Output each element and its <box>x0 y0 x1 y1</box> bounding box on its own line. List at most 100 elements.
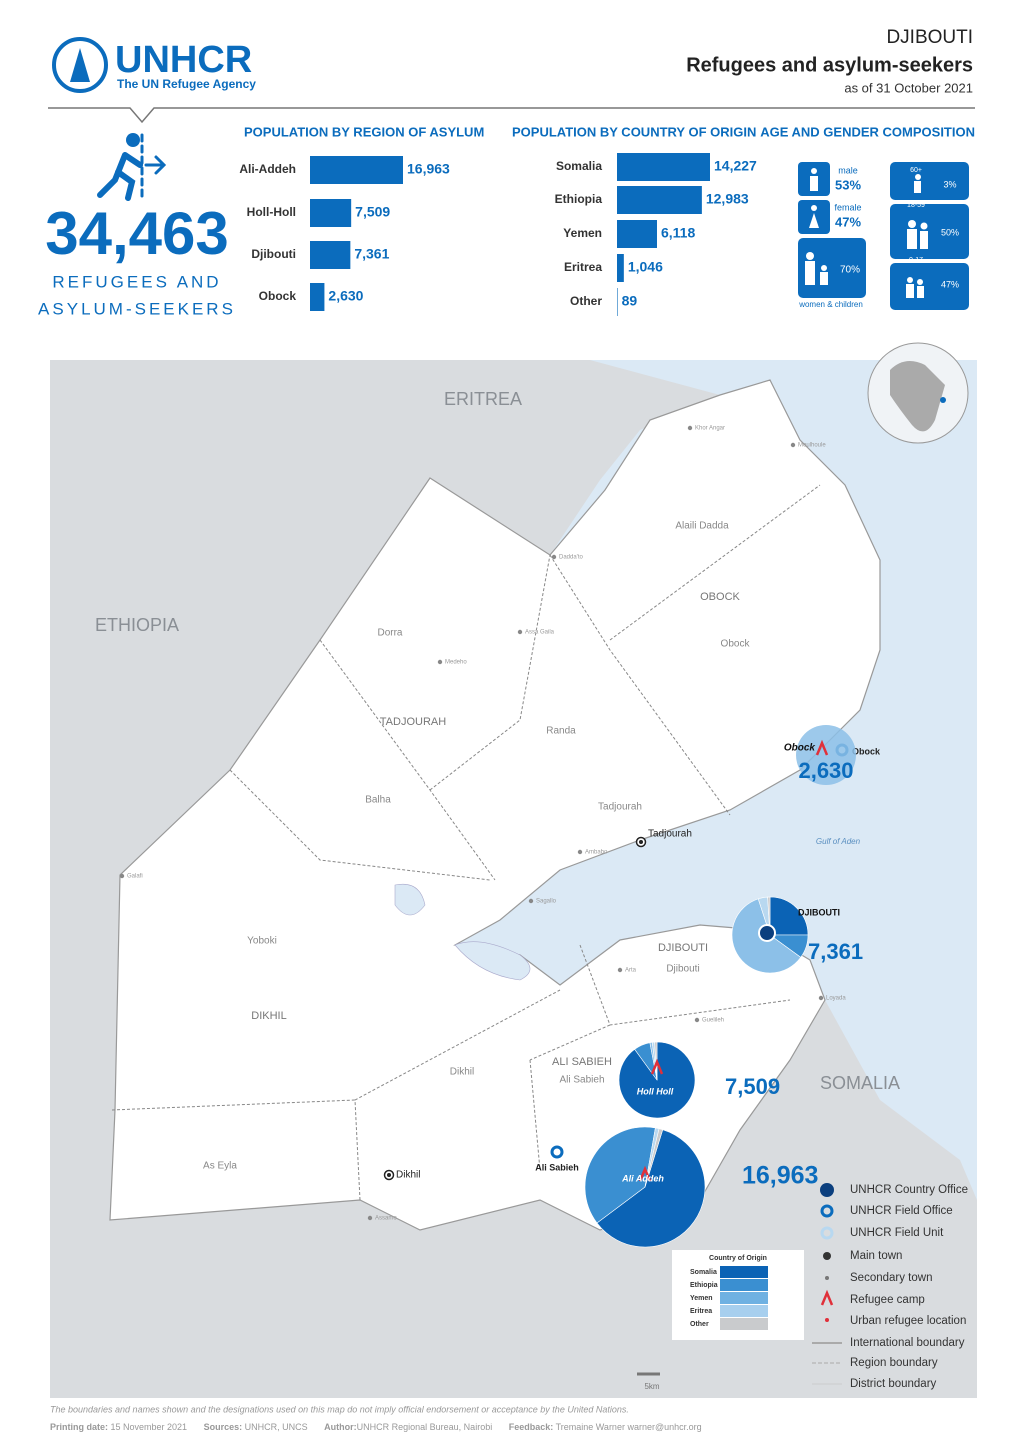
district-label: As Eyla <box>203 1161 237 1172</box>
value-label: 16,963 <box>407 161 450 177</box>
country-label: SOMALIA <box>820 1073 900 1093</box>
region-label: OBOCK <box>700 591 740 603</box>
field-office-label: Obock <box>852 746 881 756</box>
camp-total: 16,963 <box>742 1162 818 1190</box>
region-label: TADJOURAH <box>380 716 446 728</box>
district-label: Balha <box>365 795 391 806</box>
region-label: DJIBOUTI <box>658 942 708 954</box>
chart-title: POPULATION BY REGION OF ASYLUM <box>244 124 484 139</box>
value-label: 6,118 <box>661 225 695 241</box>
town-dot <box>517 629 523 635</box>
footer-label: Feedback: <box>509 1422 554 1432</box>
camp-icon <box>815 739 829 756</box>
bar <box>617 288 618 316</box>
legend-symbols <box>637 1183 842 1385</box>
age-group-value: 3% <box>943 179 956 189</box>
water-label: Gulf of Aden <box>816 837 861 846</box>
camp-icon <box>650 1058 664 1075</box>
age-group-value: 47% <box>941 279 959 289</box>
category-label: Yemen <box>563 226 602 240</box>
district-label: Ali Sabieh <box>559 1075 604 1086</box>
town-dot <box>119 873 125 879</box>
origin-legend-swatch <box>720 1305 768 1317</box>
field-office <box>550 1145 564 1159</box>
town-dot <box>577 849 583 855</box>
camp-label: Ali Addeh <box>621 1173 664 1183</box>
main-town-label: Tadjourah <box>648 829 692 840</box>
main-town-dot <box>639 840 643 844</box>
origin-legend-swatch <box>720 1279 768 1291</box>
female-value: 47% <box>835 214 861 229</box>
legend-label: District boundary <box>850 1378 937 1390</box>
origin-legend-label: Eritrea <box>690 1308 712 1315</box>
date: as of 31 October 2021 <box>844 80 973 95</box>
town-dot <box>617 967 623 973</box>
value-label: 89 <box>622 293 638 309</box>
female-label: female <box>834 202 861 212</box>
town-label: Assa Gaila <box>525 630 555 636</box>
disclaimer: The boundaries and names shown and the d… <box>50 1404 629 1414</box>
legend-label: Urban refugee location <box>850 1315 966 1327</box>
origin-legend-label: Ethiopia <box>690 1282 718 1289</box>
logo-emblem <box>52 37 108 93</box>
total-label: ASYLUM-SEEKERS <box>38 299 236 318</box>
country-label: ETHIOPIA <box>95 615 179 635</box>
total-value: 34,463 <box>45 200 229 267</box>
category-label: Other <box>570 294 602 308</box>
town-dot <box>694 1017 700 1023</box>
town-dot <box>437 659 443 665</box>
pie-slice <box>644 1128 664 1188</box>
district-label: Dorra <box>377 628 402 639</box>
globe-marker <box>940 397 946 403</box>
legend-label: UNHCR Field Unit <box>850 1227 944 1239</box>
footer-value: 15 November 2021 <box>111 1422 188 1432</box>
legend-label: UNHCR Country Office <box>850 1184 968 1196</box>
origin-legend-title: Country of Origin <box>709 1255 767 1262</box>
legend-label: Refugee camp <box>850 1294 925 1306</box>
camp-label: Obock <box>784 743 816 754</box>
origin-legend-label: Other <box>690 1321 709 1328</box>
main-town-dot <box>387 1173 391 1177</box>
origin-legend-swatch <box>720 1318 768 1330</box>
town-label: Khor Angar <box>695 426 725 432</box>
origin-legend-swatch <box>720 1292 768 1304</box>
logo-text: UNHCR <box>115 39 252 81</box>
bar <box>617 254 624 282</box>
footer-line: Printing date: 15 November 2021 Sources:… <box>50 1422 702 1432</box>
town-dot <box>687 425 693 431</box>
footer-label: Author: <box>324 1422 357 1432</box>
chart-title: POPULATION BY COUNTRY OF ORIGIN <box>512 124 756 139</box>
value-label: 2,630 <box>328 288 363 304</box>
legend-label: Secondary town <box>850 1272 932 1284</box>
map-sea-north <box>770 360 977 780</box>
town-label: Sagallo <box>536 899 557 905</box>
town-dot <box>528 898 534 904</box>
town-label: Moulhoule <box>798 443 826 449</box>
town-dot <box>790 442 796 448</box>
pie-slice <box>769 896 809 936</box>
footer-value: Tremaine Warner warner@unhcr.org <box>556 1422 702 1432</box>
country-label: ERITREA <box>444 389 522 409</box>
male-value: 53% <box>835 177 861 192</box>
category-label: Somalia <box>556 159 602 173</box>
region-boundaries <box>111 484 821 1201</box>
pie-slice <box>654 1041 658 1081</box>
value-label: 7,509 <box>355 204 390 220</box>
country-office <box>758 924 776 942</box>
logo <box>52 37 108 93</box>
town-dot <box>818 995 824 1001</box>
logo-figure <box>70 48 90 82</box>
legend-label: International boundary <box>850 1337 965 1349</box>
district-label: Randa <box>546 726 576 737</box>
map-land-neighbours <box>50 360 977 1398</box>
camp-total: 7,361 <box>808 939 863 964</box>
footer-label: Printing date: <box>50 1422 108 1432</box>
lakes <box>394 883 531 981</box>
value-label: 12,983 <box>706 191 749 207</box>
pie-slice <box>596 1129 706 1248</box>
chart-title: AGE AND GENDER COMPOSITION <box>760 124 975 139</box>
town-label: Medeho <box>445 660 467 666</box>
title: Refugees and asylum-seekers <box>686 54 973 76</box>
region-label: ALI SABIEH <box>552 1056 612 1068</box>
